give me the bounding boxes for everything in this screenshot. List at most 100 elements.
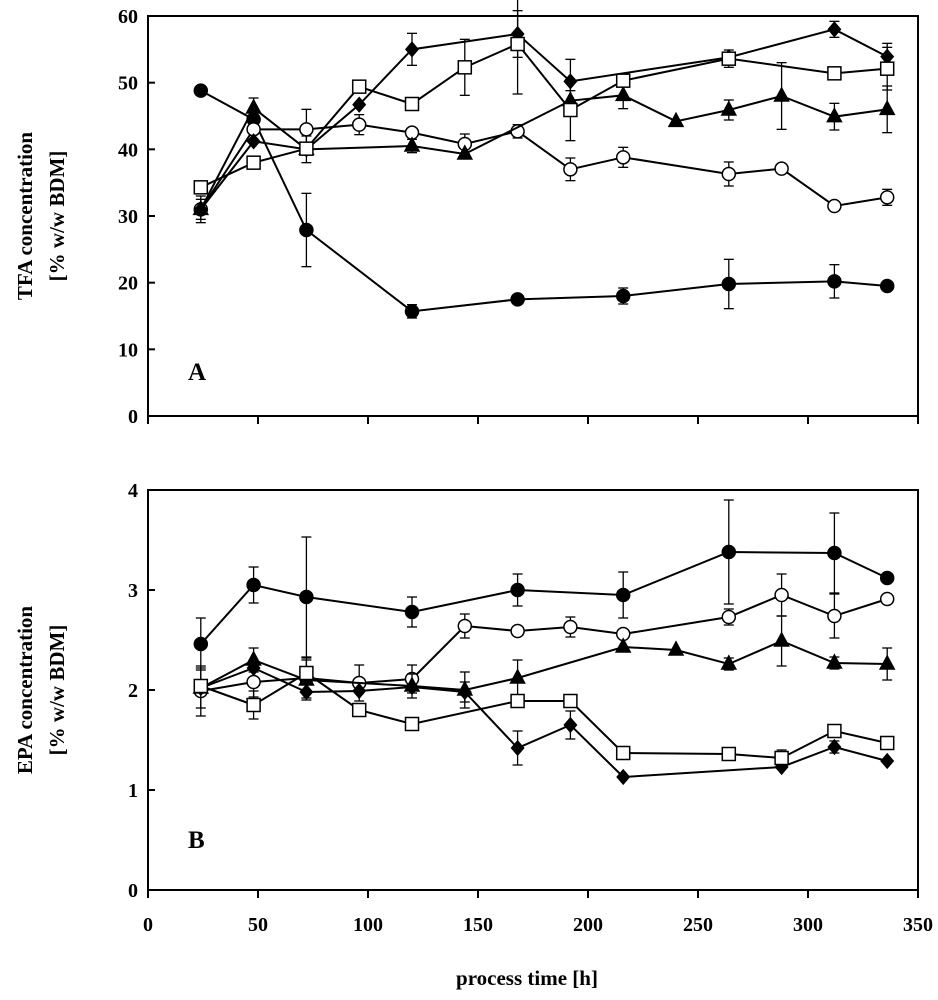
series-line-filled-diamond bbox=[200, 28, 888, 210]
point-open-square bbox=[510, 693, 525, 709]
point-open-circle bbox=[246, 674, 261, 690]
point-open-square bbox=[246, 155, 261, 170]
point-open-square bbox=[721, 746, 737, 762]
point-open-circle bbox=[457, 618, 473, 634]
x-axis-label: process time [h] bbox=[456, 966, 598, 990]
point-open-square bbox=[246, 697, 261, 713]
point-filled-circle bbox=[879, 278, 895, 294]
point-open-square bbox=[563, 693, 578, 709]
point-filled-circle bbox=[827, 274, 842, 289]
point-filled-triangle bbox=[878, 654, 896, 670]
panel-a-chart: 0 10 20 30 40 50 60 TFA concentration [% w/w BDM… bbox=[13, 0, 919, 428]
point-open-circle bbox=[299, 122, 314, 137]
point-filled-diamond bbox=[352, 682, 367, 700]
series-line-open-square bbox=[200, 671, 888, 760]
y-tick-label: 0 bbox=[128, 880, 138, 902]
point-open-square bbox=[827, 723, 842, 739]
x-tick-label: 350 bbox=[903, 914, 933, 936]
y-axis-label-line1: EPA concentration bbox=[13, 606, 37, 774]
point-filled-circle bbox=[721, 544, 737, 560]
point-open-circle bbox=[827, 198, 842, 214]
point-filled-diamond bbox=[352, 96, 367, 113]
point-filled-triangle bbox=[667, 640, 685, 656]
point-filled-circle bbox=[827, 545, 842, 561]
point-filled-triangle bbox=[245, 98, 262, 114]
series-line-filled-triangle bbox=[200, 639, 888, 692]
point-open-square bbox=[879, 735, 895, 751]
point-open-circle bbox=[615, 150, 631, 165]
x-tick-label: 200 bbox=[573, 914, 603, 936]
point-filled-triangle bbox=[614, 85, 632, 102]
point-open-square bbox=[615, 745, 631, 761]
x-tick-label: 300 bbox=[793, 914, 823, 936]
point-filled-triangle bbox=[509, 668, 526, 684]
panel-b-chart: 0 1 2 3 4 0 50 100 150 200 250 300 350 EPA concentrat… bbox=[13, 480, 933, 936]
y-tick-label: 60 bbox=[118, 6, 138, 28]
y-tick-label: 40 bbox=[118, 139, 138, 161]
point-filled-diamond bbox=[405, 41, 419, 58]
point-filled-circle bbox=[879, 570, 895, 586]
point-open-square bbox=[299, 665, 314, 681]
point-filled-circle bbox=[193, 83, 209, 98]
y-tick-label: 1 bbox=[128, 780, 138, 802]
point-filled-triangle bbox=[456, 144, 474, 160]
point-filled-triangle bbox=[773, 86, 790, 102]
point-filled-diamond bbox=[193, 201, 208, 218]
y-tick-label: 50 bbox=[118, 73, 138, 95]
point-open-circle bbox=[774, 587, 789, 603]
point-open-square bbox=[193, 180, 209, 195]
point-open-circle bbox=[827, 608, 842, 624]
point-filled-triangle bbox=[773, 631, 790, 647]
y-tick-label: 3 bbox=[128, 580, 138, 602]
point-filled-diamond bbox=[880, 752, 895, 770]
point-open-square bbox=[563, 102, 578, 118]
point-open-circle bbox=[721, 166, 737, 182]
point-filled-circle bbox=[721, 276, 737, 292]
point-filled-diamond bbox=[457, 683, 472, 701]
point-filled-circle bbox=[246, 577, 261, 593]
point-filled-triangle bbox=[826, 107, 843, 123]
point-filled-diamond bbox=[827, 738, 842, 756]
point-open-square bbox=[879, 61, 895, 76]
point-filled-circle bbox=[510, 292, 525, 307]
point-filled-triangle bbox=[614, 637, 632, 653]
point-filled-circle bbox=[299, 222, 314, 238]
plot-frame-a bbox=[147, 15, 919, 417]
point-filled-diamond bbox=[827, 21, 842, 38]
x-tick-label: 50 bbox=[248, 914, 268, 936]
y-tick-label: 4 bbox=[128, 480, 138, 502]
x-tick-label: 150 bbox=[463, 914, 493, 936]
point-filled-diamond bbox=[246, 659, 261, 677]
point-filled-circle bbox=[193, 636, 209, 652]
point-filled-circle bbox=[404, 304, 420, 319]
point-open-circle bbox=[351, 117, 367, 132]
point-open-circle bbox=[510, 623, 525, 639]
point-open-square bbox=[457, 60, 473, 75]
point-filled-triangle bbox=[720, 654, 738, 670]
point-open-square bbox=[615, 73, 631, 88]
y-tick-label: 10 bbox=[118, 339, 138, 361]
point-open-square bbox=[193, 678, 209, 694]
y-tick-label: 20 bbox=[118, 273, 138, 295]
series-line-filled-triangle bbox=[199, 94, 888, 210]
point-open-circle bbox=[879, 190, 895, 205]
y-axis-label-line2: [% w/w BDM] bbox=[45, 151, 69, 282]
point-open-square bbox=[404, 716, 420, 732]
point-filled-triangle bbox=[720, 100, 738, 116]
point-filled-triangle bbox=[878, 99, 896, 116]
point-open-square bbox=[774, 750, 789, 766]
y-axis-label-line1: TFA concentration bbox=[13, 132, 37, 300]
point-filled-diamond bbox=[405, 678, 419, 696]
point-filled-triangle bbox=[403, 136, 421, 152]
point-open-circle bbox=[879, 591, 895, 607]
point-filled-diamond bbox=[299, 683, 314, 701]
point-filled-diamond bbox=[510, 739, 525, 757]
x-tick-label: 250 bbox=[683, 914, 713, 936]
x-tick-label: 0 bbox=[143, 914, 153, 936]
x-tick-label: 100 bbox=[353, 914, 383, 936]
point-open-circle bbox=[563, 619, 578, 635]
point-open-square bbox=[404, 96, 420, 112]
point-filled-circle bbox=[299, 589, 314, 605]
point-open-square bbox=[351, 702, 367, 718]
